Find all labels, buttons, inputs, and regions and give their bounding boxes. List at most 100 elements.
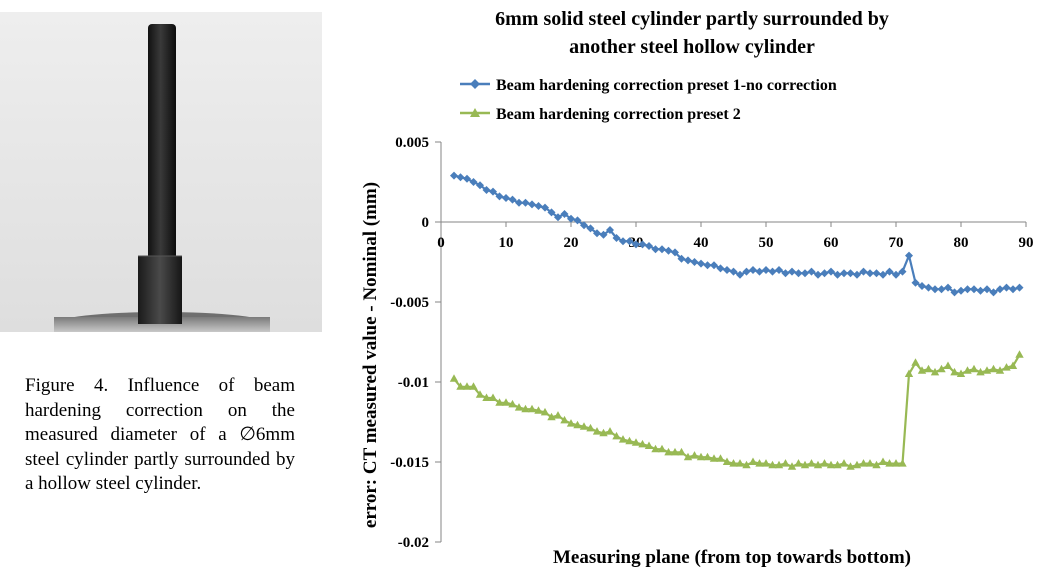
data-point-series-1	[970, 285, 978, 294]
data-point-series-2	[989, 364, 998, 373]
data-point-series-1	[755, 267, 764, 276]
data-point-series-2	[768, 460, 777, 469]
data-point-series-2	[924, 364, 933, 373]
data-point-series-2	[885, 459, 894, 467]
data-point-series-1	[911, 278, 920, 287]
data-point-series-2	[638, 439, 647, 448]
data-point-series-2	[599, 428, 608, 437]
data-point-series-2	[735, 459, 745, 467]
data-point-series-2	[618, 435, 628, 443]
data-point-series-1	[905, 251, 913, 260]
legend-triangle-icon	[470, 108, 480, 117]
data-point-series-1	[599, 230, 608, 239]
data-point-series-1	[567, 214, 575, 223]
data-point-series-1	[892, 270, 900, 279]
x-tick-label: 70	[889, 235, 904, 251]
data-point-series-1	[1015, 283, 1024, 292]
data-point-series-1	[502, 194, 510, 202]
data-point-series-2	[625, 436, 634, 445]
data-point-series-2	[904, 369, 914, 377]
y-tick-label: -0.015	[390, 455, 429, 471]
data-point-series-1	[833, 270, 842, 279]
data-point-series-2	[976, 367, 985, 376]
data-point-series-2	[937, 364, 946, 373]
data-point-series-2	[995, 366, 1005, 374]
data-point-series-1	[749, 266, 757, 274]
data-point-series-2	[898, 459, 907, 467]
data-point-series-2	[963, 366, 972, 374]
data-point-series-1	[508, 195, 517, 204]
data-point-series-1	[853, 270, 861, 279]
data-point-series-1	[664, 246, 673, 255]
data-point-series-1	[710, 261, 718, 270]
x-tick-label: 10	[499, 235, 514, 251]
data-point-series-1	[788, 267, 796, 276]
data-point-series-1	[859, 267, 868, 276]
legend-diamond-icon	[470, 79, 480, 89]
data-point-series-1	[736, 270, 744, 279]
data-point-series-1	[521, 198, 530, 207]
data-point-series-1	[729, 267, 738, 276]
data-point-series-2	[833, 460, 842, 469]
x-tick-label: 40	[694, 235, 709, 251]
data-point-series-2	[930, 367, 940, 376]
data-point-series-1	[918, 282, 926, 290]
data-point-series-2	[716, 454, 725, 462]
data-point-series-1	[677, 254, 686, 263]
data-point-series-1	[781, 269, 790, 278]
data-point-series-1	[885, 267, 894, 276]
data-point-series-2	[644, 441, 654, 449]
data-point-series-1	[742, 267, 751, 276]
data-point-series-1	[645, 242, 653, 250]
y-tick-label: -0.02	[398, 535, 429, 551]
x-tick-label: 80	[954, 235, 969, 251]
data-point-series-2	[846, 462, 855, 470]
data-point-series-2	[1002, 363, 1011, 371]
legend-label-series-1: Beam hardening correction preset 1-no co…	[496, 77, 837, 94]
data-point-series-2	[852, 460, 862, 469]
data-point-series-1	[671, 248, 679, 257]
data-point-series-1	[794, 269, 803, 278]
data-point-series-2	[449, 374, 459, 382]
data-point-series-2	[592, 427, 602, 435]
data-point-series-1	[450, 171, 458, 180]
data-point-series-2	[527, 404, 537, 413]
data-point-series-1	[996, 285, 1004, 294]
data-point-series-1	[534, 202, 543, 210]
data-point-series-1	[690, 258, 699, 266]
y-tick-label: 0.005	[395, 135, 429, 151]
data-point-series-1	[716, 264, 725, 273]
data-point-series-2	[943, 361, 953, 369]
data-point-series-2	[521, 404, 530, 413]
data-point-series-2	[839, 459, 849, 467]
data-point-series-1	[651, 245, 660, 254]
data-point-series-1	[684, 256, 692, 265]
data-point-series-2	[456, 382, 465, 390]
data-point-series-2	[865, 459, 875, 467]
data-point-series-2	[878, 457, 888, 465]
data-point-series-1	[593, 229, 601, 238]
data-point-series-1	[768, 267, 777, 276]
data-point-series-2	[872, 460, 881, 469]
data-point-series-2	[664, 447, 673, 456]
data-point-series-1	[573, 216, 582, 225]
data-point-series-2	[605, 427, 615, 435]
data-point-series-1	[495, 192, 504, 201]
data-point-series-1	[580, 221, 588, 230]
data-point-series-1	[898, 267, 907, 276]
data-point-series-2	[703, 452, 712, 461]
data-point-series-2	[709, 454, 719, 462]
chart-title-line-1: 6mm solid steel cylinder partly surround…	[495, 8, 889, 30]
data-point-series-2	[547, 412, 556, 421]
data-point-series-2	[501, 398, 511, 406]
data-point-series-1	[606, 226, 614, 234]
data-point-series-1	[820, 269, 829, 278]
data-point-series-2	[1015, 350, 1024, 358]
data-point-series-2	[911, 358, 920, 366]
data-point-series-2	[787, 462, 797, 470]
figure-caption: Figure 4. Influence of beam hardening co…	[25, 375, 295, 494]
data-point-series-1	[963, 285, 972, 294]
data-point-series-1	[827, 267, 835, 276]
data-point-series-2	[956, 369, 966, 377]
chart-title-line-2: another steel hollow cylinder	[569, 36, 815, 58]
